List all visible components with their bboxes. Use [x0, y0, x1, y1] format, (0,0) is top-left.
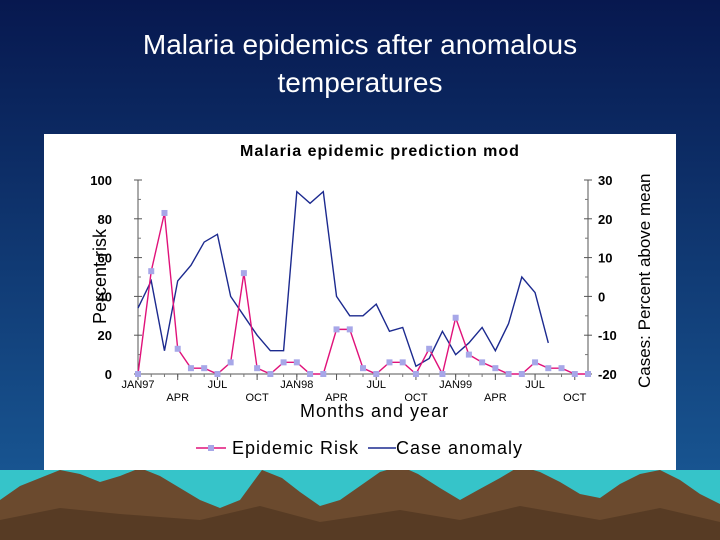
epidemic-risk-point: [201, 365, 208, 372]
text-layer: 0 20 40 60 80 100 -20 -10 0 10 20 30 JAN97 APR JUL OCT J…: [90, 143, 654, 458]
chart-panel: 0 20 40 60 80 100 -20 -10 0 10 20 30 JAN97 APR JUL OCT J…: [44, 134, 676, 470]
epidemic-risk-point: [585, 371, 591, 377]
epidemic-risk-point: [558, 365, 565, 372]
epidemic-risk-point: [532, 359, 539, 366]
epidemic-risk-point: [293, 359, 300, 366]
x-tick-label: JUL: [208, 379, 228, 391]
slide-title-line-2: temperatures: [277, 67, 443, 98]
right-tick-label: 10: [598, 251, 612, 266]
right-tick-label: 20: [598, 212, 612, 227]
x-tick-label: OCT: [404, 392, 428, 404]
epidemic-risk-point: [320, 371, 327, 377]
epidemic-risk-point: [518, 371, 525, 377]
left-tick-label: 60: [98, 251, 112, 266]
left-tick-label: 20: [98, 328, 112, 343]
epidemic-risk-point: [452, 314, 459, 321]
x-tick-label: JUL: [366, 379, 386, 391]
x-tick-label: JUL: [525, 379, 545, 391]
legend-risk-marker: [208, 445, 214, 451]
x-tick-label: JAN98: [280, 379, 313, 391]
epidemic-risk-point: [479, 359, 486, 366]
x-tick-label: OCT: [563, 392, 587, 404]
right-tick-label: 30: [598, 173, 612, 188]
slide-title-line-1: Malaria epidemics after anomalous: [142, 29, 578, 60]
epidemic-risk-point: [187, 365, 194, 372]
right-tick-label: -20: [598, 367, 617, 382]
mountain-range-shadow: [0, 506, 720, 540]
x-tick-label: APR: [166, 392, 189, 404]
epidemic-risk-point: [426, 345, 433, 352]
epidemic-risk-point: [465, 351, 472, 358]
legend-risk-label: Epidemic Risk: [232, 438, 359, 458]
epidemic-risk-point: [346, 326, 353, 333]
epidemic-risk-point: [412, 371, 419, 377]
legend-case-label: Case anomaly: [396, 438, 523, 458]
y-axis-right-title: Cases: Percent above mean: [635, 173, 654, 388]
epidemic-risk-point: [545, 365, 552, 372]
slide-title: Malaria epidemics after anomalous temper…: [60, 26, 660, 102]
chart-title: Malaria epidemic prediction mod: [240, 143, 520, 160]
epidemic-risk-point: [360, 365, 366, 372]
x-tick-label: JAN99: [439, 379, 472, 391]
epidemic-risk-point: [505, 371, 512, 377]
epidemic-risk-point: [333, 326, 340, 333]
epidemic-risk-point: [280, 359, 287, 366]
epidemic-risk-point: [240, 270, 247, 277]
epidemic-risk-point: [214, 371, 221, 377]
epidemic-risk-point: [571, 371, 578, 377]
left-tick-label: 40: [98, 289, 112, 304]
left-tick-label: 100: [90, 173, 112, 188]
x-axis-title: Months and year: [300, 401, 449, 421]
epidemic-risk-point: [492, 365, 499, 372]
epidemic-risk-point: [227, 359, 234, 366]
epidemic-risk-point: [254, 365, 261, 372]
series-layer: [135, 190, 591, 377]
x-tick-label: APR: [325, 392, 348, 404]
epidemic-risk-point: [135, 371, 141, 377]
x-tick-label: OCT: [246, 392, 270, 404]
right-tick-label: -10: [598, 328, 617, 343]
epidemic-risk-point: [439, 371, 446, 377]
left-tick-label: 0: [105, 367, 112, 382]
right-tick-label: 0: [598, 289, 605, 304]
epidemic-risk-point: [161, 209, 168, 216]
epidemic-risk-line: [137, 212, 588, 376]
epidemic-risk-point: [307, 371, 314, 377]
x-tick-label: APR: [484, 392, 507, 404]
epidemic-risk-point: [174, 345, 181, 352]
malaria-chart: 0 20 40 60 80 100 -20 -10 0 10 20 30 JAN97 APR JUL OCT J…: [90, 143, 654, 458]
epidemic-risk-point: [267, 371, 274, 377]
x-tick-label: JAN97: [121, 379, 154, 391]
left-tick-label: 80: [98, 212, 112, 227]
epidemic-risk-point: [386, 359, 393, 366]
epidemic-risk-point: [148, 268, 155, 275]
epidemic-risk-point: [373, 371, 380, 377]
y-axis-left-title: Percent risk: [90, 228, 110, 324]
case-anomaly-line: [137, 190, 549, 368]
epidemic-risk-point: [399, 359, 406, 366]
